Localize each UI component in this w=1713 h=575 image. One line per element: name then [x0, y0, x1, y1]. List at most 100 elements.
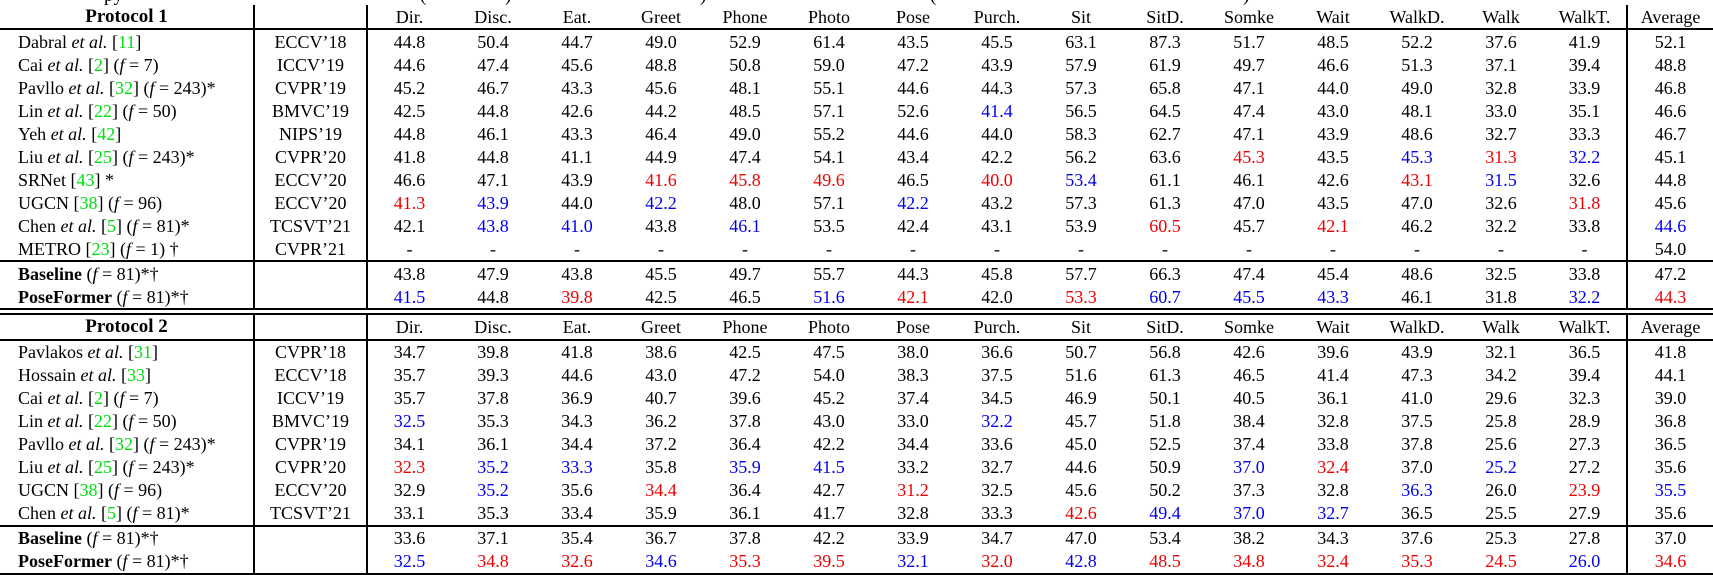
value-cell: 54.0 [813, 365, 845, 386]
value-cell: 44.6 [897, 123, 929, 144]
value-cell: 47.5 [813, 342, 845, 363]
average-cell: 44.8 [1654, 169, 1687, 190]
column-header: Disc. [474, 6, 512, 27]
venue-cell: ECCV’20 [254, 478, 368, 502]
value-cell: 37.0 [1233, 457, 1265, 478]
value-cell: 53.4 [1149, 528, 1181, 549]
value-cell: 40.7 [645, 388, 677, 409]
method-label-segment: [ [88, 388, 94, 409]
method-cell: PoseFormer (f = 81)*† [0, 549, 255, 574]
column-header: Purch. [973, 6, 1021, 27]
value-cell: 48.5 [1317, 31, 1349, 52]
value-cell: - [1330, 238, 1336, 259]
value-cell: 35.3 [729, 551, 761, 572]
value-cell: 46.2 [1401, 215, 1433, 236]
value-cell: 48.1 [1401, 100, 1433, 121]
average-cell: 54.0 [1654, 238, 1687, 259]
value-cell: 44.2 [645, 100, 677, 121]
method-label-segment: [ [91, 123, 98, 144]
table-row: Hossain et al. [33] ECCV’18 35.7 39.3 44.6 43… [0, 363, 1713, 387]
value-cell: 27.8 [1543, 525, 1628, 550]
method-label-segment: Pavllo [18, 77, 69, 98]
value-cell: 35.7 [393, 388, 426, 409]
citation-number: 25 [94, 457, 112, 478]
value-cell: 46.6 [393, 169, 426, 190]
value-cell: 61.4 [813, 31, 845, 52]
value-cell: 37.8 [477, 388, 509, 409]
value-cell: 43.1 [1401, 169, 1433, 190]
method-cell: Lin et al. [22] (f = 50) [0, 99, 255, 123]
average-cell: 36.5 [1654, 434, 1687, 455]
value-cell: 47.0 [1065, 528, 1097, 549]
venue-cell [254, 525, 368, 550]
citation-number: 42 [97, 123, 116, 144]
value-cell: 44.0 [1317, 77, 1349, 98]
method-label-segment: = 243)* [154, 77, 216, 98]
column-header-average: Average [1640, 317, 1701, 338]
column-header: Walk [1482, 317, 1520, 338]
value-cell: 46.5 [897, 169, 929, 190]
column-header-average: Average [1640, 6, 1701, 27]
average-cell: 44.3 [1654, 286, 1687, 307]
value-cell: 50.1 [1149, 388, 1181, 409]
value-cell: 48.1 [729, 77, 761, 98]
value-cell: 53.9 [1065, 215, 1097, 236]
method-label-segment: Lin [18, 411, 48, 432]
method-label-segment: f [132, 503, 138, 524]
value-cell: 46.9 [1065, 388, 1097, 409]
value-cell: 66.3 [1149, 263, 1181, 284]
value-cell: 34.1 [393, 434, 426, 455]
value-cell: 53.3 [1065, 286, 1097, 307]
value-cell: - [658, 238, 664, 259]
value-cell: 34.3 [1317, 528, 1349, 549]
value-cell: 42.1 [1317, 215, 1349, 236]
method-label-segment: et al. [50, 123, 92, 144]
method-label-segment: = 50) [133, 411, 177, 432]
method-label-segment: = 243)* [133, 146, 195, 167]
value-cell: 43.0 [645, 365, 677, 386]
method-label-segment: et al. [68, 77, 110, 98]
value-cell: - [490, 238, 496, 259]
value-cell: 42.5 [393, 100, 426, 121]
venue-cell: ECCV’20 [254, 191, 368, 215]
method-label-segment: et al. [47, 54, 88, 75]
value-cell: 41.8 [561, 342, 593, 363]
method-label-segment: ( [122, 503, 133, 524]
average-cell: 39.0 [1654, 388, 1687, 409]
value-cell: 46.6 [1317, 54, 1349, 75]
value-cell: 34.6 [645, 551, 677, 572]
value-cell: 36.1 [729, 503, 761, 524]
method-cell: Chen et al. [5] (f = 81)* [0, 214, 255, 238]
method-label-segment: METRO [ [18, 238, 92, 259]
value-cell: 45.7 [1233, 215, 1265, 236]
value-cell: 39.6 [729, 388, 761, 409]
method-label-segment: f [149, 77, 155, 98]
value-cell: 51.3 [1401, 54, 1433, 75]
venue-cell: TCSVT’21 [254, 501, 368, 526]
method-label-segment: [ [101, 503, 107, 524]
method-label-segment: = 81)*† [127, 286, 189, 307]
value-cell: 48.5 [729, 100, 761, 121]
method-label-segment: = 81)*† [97, 263, 159, 284]
value-cell: 33.8 [1543, 261, 1628, 286]
column-header: SitD. [1146, 317, 1184, 338]
value-cell: 35.8 [645, 457, 677, 478]
value-cell: 46.1 [1401, 286, 1433, 307]
value-cell: 51.6 [813, 286, 845, 307]
method-cell: Liu et al. [25] (f = 243)* [0, 145, 255, 169]
table-row: Liu et al. [25] (f = 243)* CVPR’20 41.8 44.… [0, 145, 1713, 169]
table-row: PoseFormer (f = 81)*† 41.5 44.8 39.8 42.5 46.… [0, 285, 1713, 312]
method-label-segment: ( [118, 411, 129, 432]
method-label-segment: ] [116, 503, 122, 524]
method-label-segment: ] [133, 434, 140, 455]
venue-cell: ECCV’20 [254, 168, 368, 192]
method-cell: Dabral et al. [11] [0, 29, 255, 54]
value-cell: 47.0 [1233, 192, 1265, 213]
method-label-segment: et al. [87, 342, 128, 363]
method-label-segment: Yeh [18, 123, 51, 144]
value-cell: 36.7 [645, 528, 677, 549]
method-label-segment: et al. [60, 503, 101, 524]
venue-header [254, 5, 368, 30]
method-label-segment: = 50) [133, 100, 177, 121]
method-label-segment: = 81)* [137, 215, 190, 236]
